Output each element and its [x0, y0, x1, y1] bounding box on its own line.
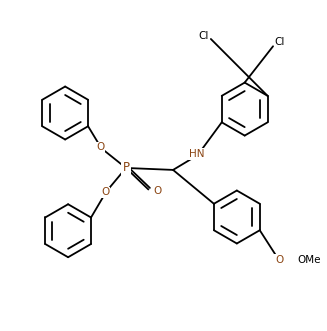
Text: O: O: [96, 142, 105, 152]
Text: Cl: Cl: [198, 30, 209, 40]
Text: O: O: [275, 255, 283, 265]
Text: O: O: [101, 187, 110, 198]
Text: O: O: [153, 186, 162, 197]
Text: OMe: OMe: [298, 255, 321, 265]
Text: HN: HN: [189, 149, 204, 159]
Text: P: P: [123, 162, 129, 174]
Text: Cl: Cl: [275, 37, 285, 47]
